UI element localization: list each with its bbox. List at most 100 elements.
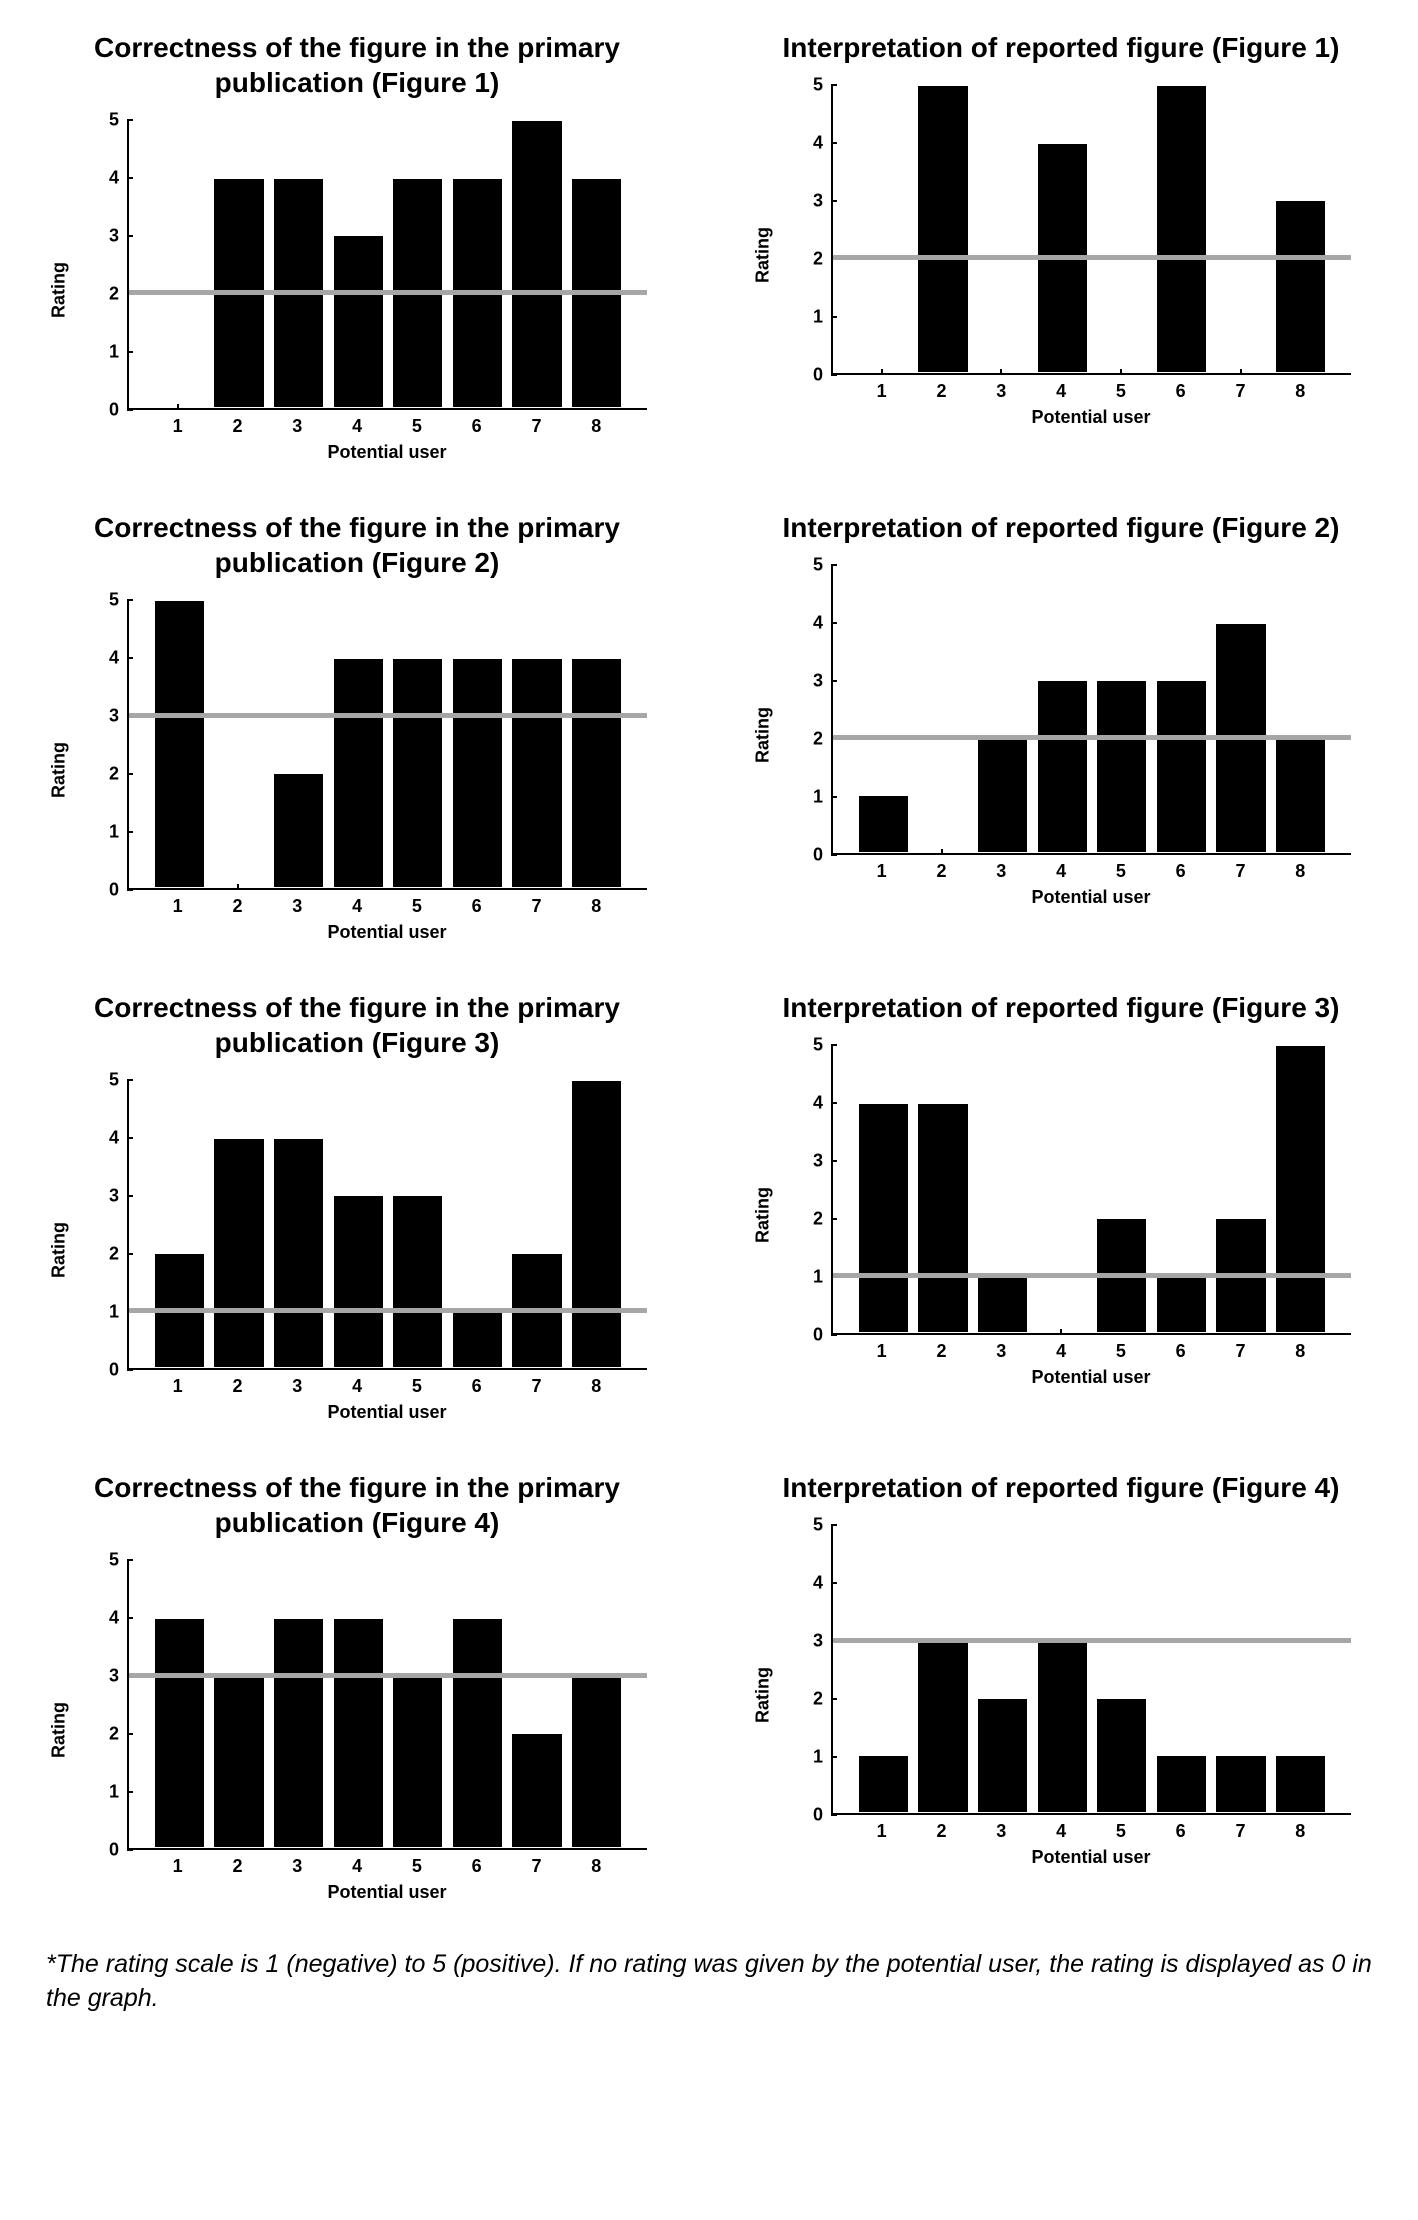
bar — [858, 1103, 909, 1333]
bar — [1096, 1698, 1147, 1813]
plot-area — [127, 600, 647, 890]
bar — [392, 1675, 443, 1848]
x-tick-label: 4 — [1056, 1341, 1066, 1362]
x-tick-label: 7 — [531, 896, 541, 917]
chart-panel-i2: Interpretation of reported figure (Figur… — [744, 510, 1378, 950]
x-tick-label: 3 — [996, 861, 1006, 882]
y-tick-label: 4 — [109, 1608, 119, 1629]
chart-panel-i3: Interpretation of reported figure (Figur… — [744, 990, 1378, 1430]
plot-area — [831, 85, 1351, 375]
bar — [917, 85, 968, 373]
x-tick-label: 5 — [412, 1856, 422, 1877]
y-axis: 012345 — [791, 85, 831, 375]
bar — [1275, 738, 1326, 853]
x-tick-label: 4 — [352, 416, 362, 437]
x-tick-label: 4 — [1056, 861, 1066, 882]
bar — [511, 120, 562, 408]
x-tick-label: 1 — [877, 381, 887, 402]
bar — [333, 1618, 384, 1848]
bar — [1156, 1755, 1207, 1813]
y-tick-label: 4 — [109, 648, 119, 669]
y-axis: 012345 — [87, 1080, 127, 1370]
bar — [213, 1675, 264, 1848]
x-axis: 12345678Potential user — [831, 1335, 1351, 1395]
y-tick-label: 3 — [813, 671, 823, 692]
bar — [977, 738, 1028, 853]
x-tick-label: 3 — [996, 1341, 1006, 1362]
x-tick-label: 4 — [352, 1856, 362, 1877]
y-axis: 012345 — [87, 600, 127, 890]
bar — [333, 1195, 384, 1368]
y-tick-label: 2 — [813, 1689, 823, 1710]
x-tick-label: 8 — [1295, 861, 1305, 882]
x-tick-label: 6 — [1176, 381, 1186, 402]
y-tick-label: 1 — [813, 307, 823, 328]
x-tick-label: 6 — [1176, 861, 1186, 882]
x-tick-label: 2 — [232, 1856, 242, 1877]
bars-layer — [833, 1525, 1351, 1813]
y-tick-label: 2 — [109, 1244, 119, 1265]
bar — [452, 1618, 503, 1848]
x-tick-label: 6 — [1176, 1821, 1186, 1842]
y-tick-label: 3 — [109, 1186, 119, 1207]
bar — [154, 600, 205, 888]
bar — [977, 1275, 1028, 1333]
x-tick-label: 4 — [352, 1376, 362, 1397]
bar — [571, 1080, 622, 1368]
bars-layer — [129, 120, 647, 408]
bar — [333, 235, 384, 408]
x-tick-label: 7 — [1235, 861, 1245, 882]
x-tick-label: 1 — [877, 1341, 887, 1362]
bar — [917, 1640, 968, 1813]
chart-title: Correctness of the figure in the primary… — [77, 510, 637, 580]
x-axis-label: Potential user — [327, 442, 446, 463]
x-tick-label: 4 — [352, 896, 362, 917]
plot-area — [831, 565, 1351, 855]
chart-wrap: Rating01234512345678Potential user — [761, 1035, 1361, 1395]
x-tick-label: 1 — [877, 1821, 887, 1842]
bar — [1037, 680, 1088, 853]
y-tick-label: 2 — [109, 284, 119, 305]
chart-wrap: Rating01234512345678Potential user — [57, 590, 657, 950]
x-tick-label: 3 — [292, 896, 302, 917]
y-tick-label: 0 — [813, 365, 823, 386]
bar — [452, 658, 503, 888]
y-tick-label: 4 — [109, 1128, 119, 1149]
y-tick-label: 3 — [813, 1151, 823, 1172]
x-tick-label: 7 — [1235, 381, 1245, 402]
bar — [1096, 680, 1147, 853]
y-tick-label: 1 — [813, 787, 823, 808]
y-tick-label: 3 — [109, 226, 119, 247]
y-tick-label: 0 — [109, 400, 119, 421]
bar — [571, 1675, 622, 1848]
y-tick-label: 5 — [109, 1550, 119, 1571]
bars-layer — [833, 565, 1351, 853]
x-axis: 12345678Potential user — [831, 1815, 1351, 1875]
x-tick-label: 5 — [1116, 1341, 1126, 1362]
x-tick-label: 2 — [232, 896, 242, 917]
x-tick-label: 3 — [996, 381, 1006, 402]
y-axis: 012345 — [791, 1045, 831, 1335]
bar — [1275, 1755, 1326, 1813]
x-tick-label: 4 — [1056, 1821, 1066, 1842]
x-tick-label: 6 — [472, 1376, 482, 1397]
bar — [1156, 680, 1207, 853]
y-axis: 012345 — [87, 120, 127, 410]
reference-line — [833, 1638, 1351, 1643]
bar — [1156, 1275, 1207, 1333]
x-tick-label: 5 — [1116, 1821, 1126, 1842]
y-tick-label: 5 — [109, 590, 119, 611]
x-axis-label: Potential user — [327, 922, 446, 943]
x-axis-label: Potential user — [327, 1882, 446, 1903]
reference-line — [833, 735, 1351, 740]
x-tick-label: 6 — [1176, 1341, 1186, 1362]
y-tick-label: 1 — [813, 1747, 823, 1768]
y-tick-label: 5 — [813, 1035, 823, 1056]
bar — [858, 1755, 909, 1813]
x-tick-label: 8 — [1295, 1821, 1305, 1842]
plot-area — [831, 1045, 1351, 1335]
x-tick-label: 5 — [1116, 381, 1126, 402]
y-tick-label: 0 — [813, 1805, 823, 1826]
y-tick-label: 3 — [109, 1666, 119, 1687]
chart-wrap: Rating01234512345678Potential user — [761, 75, 1361, 435]
